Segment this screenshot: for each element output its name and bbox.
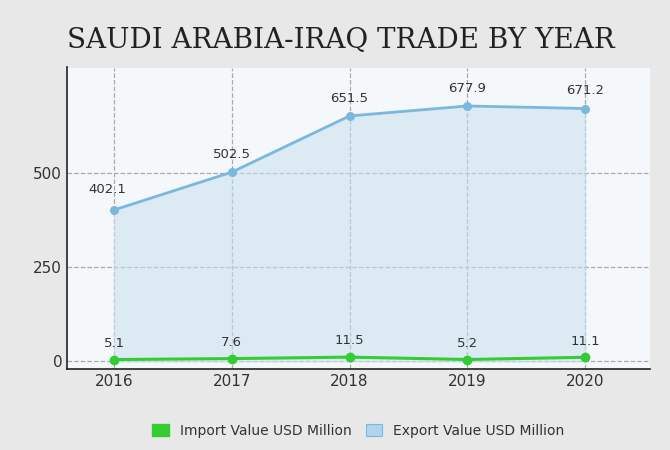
Text: 402.1: 402.1 — [88, 183, 126, 196]
Text: 11.1: 11.1 — [570, 334, 600, 347]
Text: 11.5: 11.5 — [335, 334, 364, 347]
Text: 5.1: 5.1 — [104, 337, 125, 350]
Text: 651.5: 651.5 — [330, 92, 369, 105]
Text: SAUDI ARABIA-IRAQ TRADE BY YEAR: SAUDI ARABIA-IRAQ TRADE BY YEAR — [67, 27, 615, 54]
Legend: Import Value USD Million, Export Value USD Million: Import Value USD Million, Export Value U… — [147, 418, 570, 443]
Text: 5.2: 5.2 — [457, 337, 478, 350]
Text: 671.2: 671.2 — [566, 85, 604, 97]
Text: 7.6: 7.6 — [221, 336, 243, 349]
Text: 502.5: 502.5 — [213, 148, 251, 161]
Text: 677.9: 677.9 — [448, 82, 486, 95]
